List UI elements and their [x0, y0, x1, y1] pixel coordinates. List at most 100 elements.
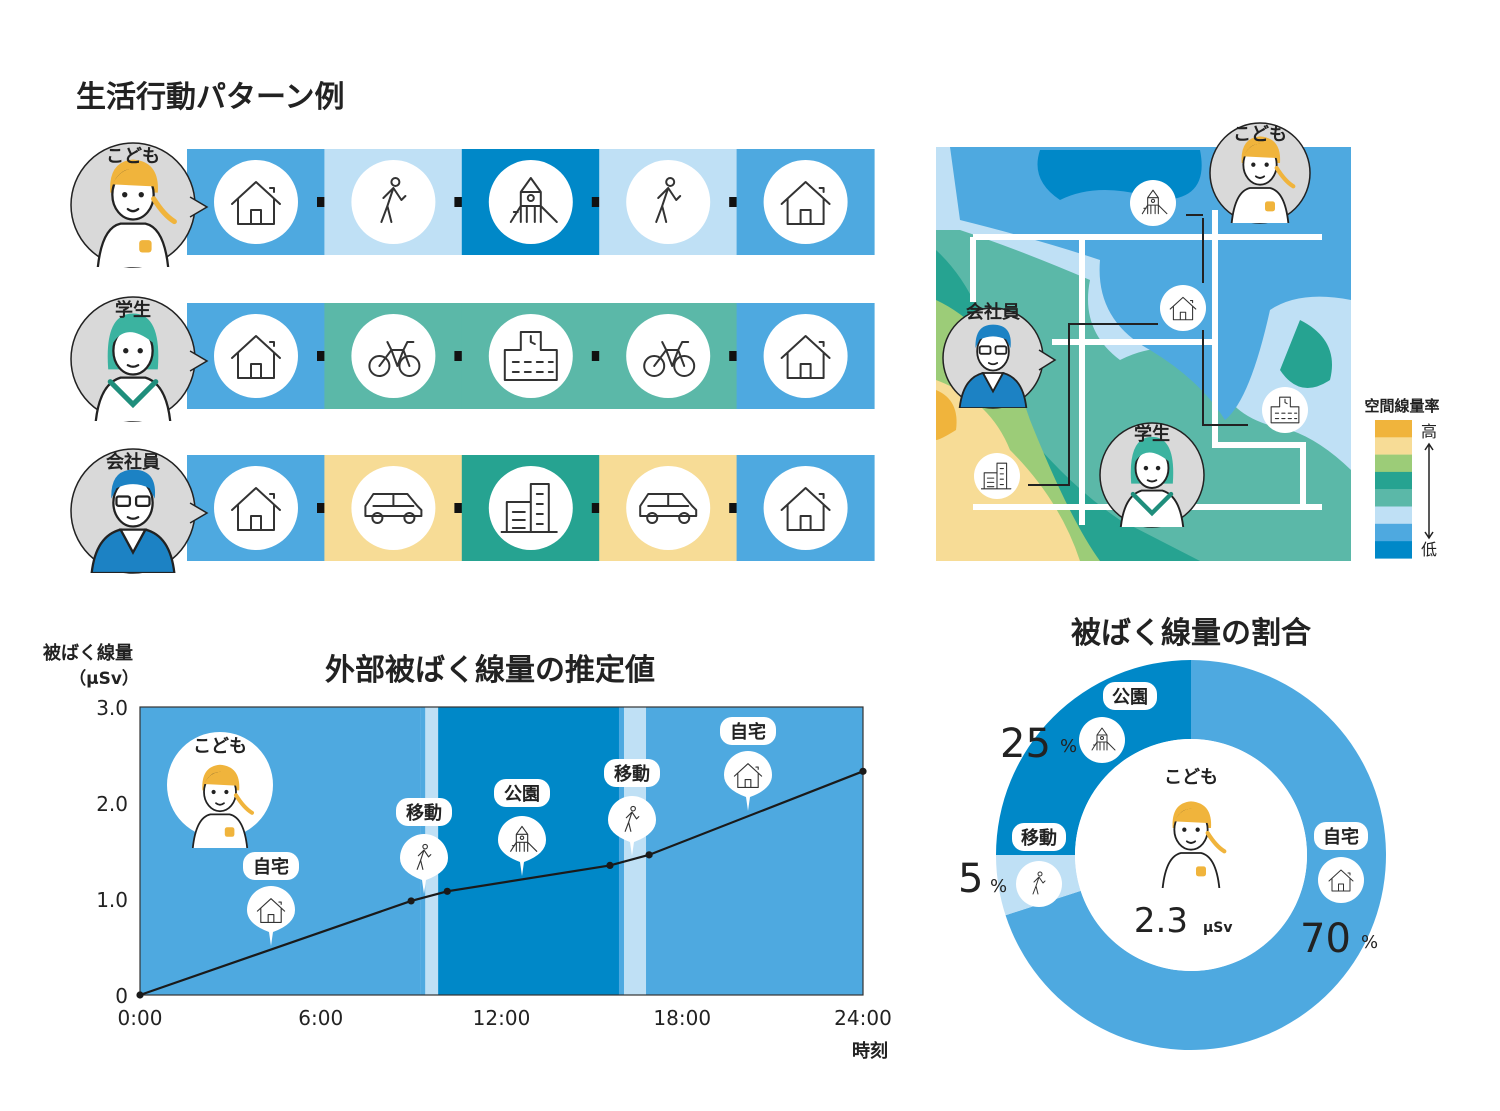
dose-line-chart: 外部被ばく線量の推定値被ばく線量（µSv）時刻自宅移動公園移動自宅こども01.0…	[43, 642, 892, 1062]
map-person-label: こども	[1233, 124, 1287, 145]
callout-label: 自宅	[730, 721, 766, 743]
slice-percent: 5	[958, 856, 983, 902]
donut-slice	[1005, 660, 1387, 1050]
icon-circle	[351, 160, 436, 244]
data-point	[443, 887, 451, 895]
main-title: 生活行動パターン例	[76, 80, 345, 115]
pattern-row: こども	[70, 142, 875, 268]
y-tick-label: 3.0	[96, 696, 128, 720]
callout-label-bg	[494, 779, 550, 807]
y-axis-label: 被ばく線量	[43, 642, 133, 664]
slice-percent: 25	[1000, 721, 1051, 767]
data-point	[136, 991, 144, 999]
person-label: 学生	[115, 299, 151, 321]
legend-swatch	[1375, 437, 1412, 455]
icon-circle	[214, 314, 298, 398]
icon-circle	[763, 466, 848, 550]
pattern-row: 会社員	[70, 448, 875, 574]
data-point	[407, 897, 415, 905]
callout-bubble	[724, 751, 772, 811]
dose-area	[936, 390, 957, 440]
dose-area	[1280, 320, 1332, 388]
avatar	[70, 448, 209, 574]
data-point	[645, 851, 653, 859]
y-axis-unit: （µSv）	[69, 668, 139, 689]
x-tick-label: 24:00	[834, 1006, 892, 1030]
route-arrow	[1202, 330, 1248, 426]
avatar	[1099, 422, 1205, 528]
percent-sign: %	[1060, 736, 1077, 757]
icon-circle	[488, 314, 573, 398]
avatar	[1209, 122, 1311, 224]
icon-circle	[626, 466, 711, 550]
percent-sign: %	[990, 876, 1007, 897]
activity-band-home	[646, 707, 863, 995]
callout-label: 移動	[614, 763, 650, 785]
callout-bubble	[608, 796, 656, 856]
data-point	[859, 767, 867, 775]
slice-percent: 70	[1300, 916, 1351, 962]
slice-icon-circle	[1318, 857, 1364, 903]
slice-icon-circle	[1016, 861, 1062, 907]
slice-label: 自宅	[1323, 826, 1359, 848]
legend-swatch	[1375, 489, 1412, 507]
activity-callout: 自宅	[243, 852, 299, 946]
callout-label-bg	[243, 852, 299, 880]
data-point	[606, 861, 614, 870]
donut-person-label: こども	[1164, 767, 1218, 788]
pattern-row: 学生	[70, 296, 875, 422]
legend-swatch	[1375, 420, 1412, 438]
callout-bubble	[498, 816, 546, 876]
callout-bubble	[400, 834, 448, 894]
callout-label: 移動	[406, 802, 442, 824]
activity-callout: 公園	[494, 779, 550, 876]
y-tick-label: 0	[115, 984, 128, 1008]
speech-tail	[189, 502, 209, 524]
chart-title: 外部被ばく線量の推定値	[325, 653, 655, 688]
x-tick-label: 6:00	[298, 1006, 343, 1030]
slice-label-bg	[1103, 682, 1157, 710]
speech-tail	[1038, 349, 1057, 371]
icon-circle	[626, 160, 711, 244]
band-edge	[618, 707, 624, 995]
callout-label-bg	[720, 717, 776, 745]
callout-label: 公園	[504, 784, 540, 805]
chart-person-label: こども	[193, 736, 247, 757]
donut-title: 被ばく線量の割合	[1071, 616, 1311, 651]
person-label: こども	[106, 146, 160, 167]
x-tick-label: 12:00	[473, 1006, 531, 1030]
percent-sign: %	[1361, 932, 1378, 953]
legend-swatch	[1375, 454, 1412, 473]
icon-circle	[763, 160, 848, 244]
route-arrow	[1028, 323, 1158, 486]
map-person-label: 学生	[1134, 423, 1170, 445]
map-location-circle	[1160, 285, 1206, 331]
slice-label-bg	[1012, 823, 1066, 851]
legend-high: 高	[1421, 422, 1437, 441]
callout-label-bg	[604, 759, 660, 787]
plot-frame	[139, 706, 864, 996]
legend-swatch	[1375, 541, 1412, 559]
x-axis-label: 時刻	[852, 1040, 888, 1062]
road	[1212, 210, 1306, 505]
legend-swatch	[1375, 506, 1412, 524]
y-tick-label: 2.0	[96, 792, 128, 816]
legend-swatch	[1375, 471, 1412, 490]
icon-circle	[351, 466, 436, 550]
slice-label-bg	[1314, 822, 1368, 850]
avatar	[942, 307, 1057, 409]
icon-circle	[214, 466, 298, 550]
slice-label: 公園	[1112, 687, 1148, 708]
legend-low: 低	[1421, 540, 1437, 559]
map-person-label: 会社員	[966, 301, 1020, 323]
activity-callout: 移動	[396, 798, 452, 894]
avatar	[70, 296, 209, 422]
legend-swatch	[1375, 523, 1412, 542]
legend-arrow	[1424, 442, 1434, 540]
legend-title: 空間線量率	[1364, 397, 1439, 415]
icon-circle	[763, 314, 848, 398]
